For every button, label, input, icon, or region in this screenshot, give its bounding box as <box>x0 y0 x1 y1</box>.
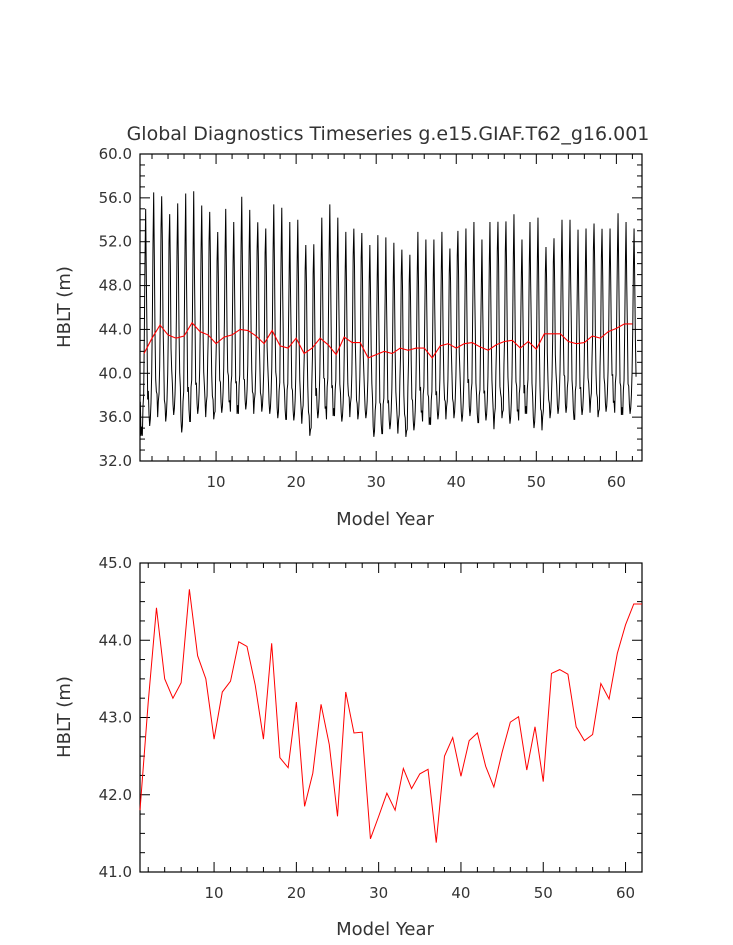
top-y-tick-label: 48.0 <box>99 277 132 295</box>
top-x-tick-label: 10 <box>207 473 226 491</box>
monthly-series-line <box>139 191 637 437</box>
top-x-tick-label: 50 <box>527 473 546 491</box>
top-x-tick-label: 40 <box>447 473 466 491</box>
bottom-y-tick-label: 42.0 <box>99 786 132 804</box>
top-x-tick-label: 20 <box>287 473 306 491</box>
top-y-tick-label: 40.0 <box>99 364 132 382</box>
top-y-axis-label: HBLT (m) <box>54 266 75 348</box>
bottom-y-axis-label: HBLT (m) <box>54 676 75 758</box>
bottom-annual-mean-line <box>139 589 642 843</box>
bottom-plot-frame <box>139 562 643 873</box>
bottom-y-tick-label: 45.0 <box>99 554 132 572</box>
bottom-x-tick-label: 20 <box>287 884 306 902</box>
bottom-x-tick-label: 30 <box>369 884 388 902</box>
top-x-tick-label: 30 <box>367 473 386 491</box>
chart-title: Global Diagnostics Timeseries g.e15.GIAF… <box>127 123 650 145</box>
top-y-tick-label: 36.0 <box>99 408 132 426</box>
top-y-tick-label: 60.0 <box>99 145 132 163</box>
top-y-tick-label: 32.0 <box>99 452 132 470</box>
bottom-x-tick-label: 50 <box>534 884 553 902</box>
bottom-y-tick-label: 41.0 <box>99 863 132 881</box>
top-y-tick-label: 44.0 <box>99 320 132 338</box>
top-x-axis-label: Model Year <box>336 509 434 530</box>
top-y-tick-label: 56.0 <box>99 189 132 207</box>
bottom-x-tick-label: 60 <box>616 884 635 902</box>
top-panel: Model Year HBLT (m) 10 20 30 40 50 60 32.0 36.0… <box>54 145 643 530</box>
bottom-y-tick-label: 43.0 <box>99 709 132 727</box>
top-annual-mean-line <box>143 321 633 359</box>
top-x-tick-label: 60 <box>607 473 626 491</box>
bottom-panel: Model Year HBLT (m) 10 20 30 40 50 60 41.0 42.0… <box>54 554 643 940</box>
top-y-tick-label: 52.0 <box>99 233 132 251</box>
bottom-x-tick-label: 40 <box>451 884 470 902</box>
bottom-y-tick-label: 44.0 <box>99 631 132 649</box>
bottom-x-axis-label: Model Year <box>336 919 434 940</box>
bottom-x-tick-label: 10 <box>205 884 224 902</box>
